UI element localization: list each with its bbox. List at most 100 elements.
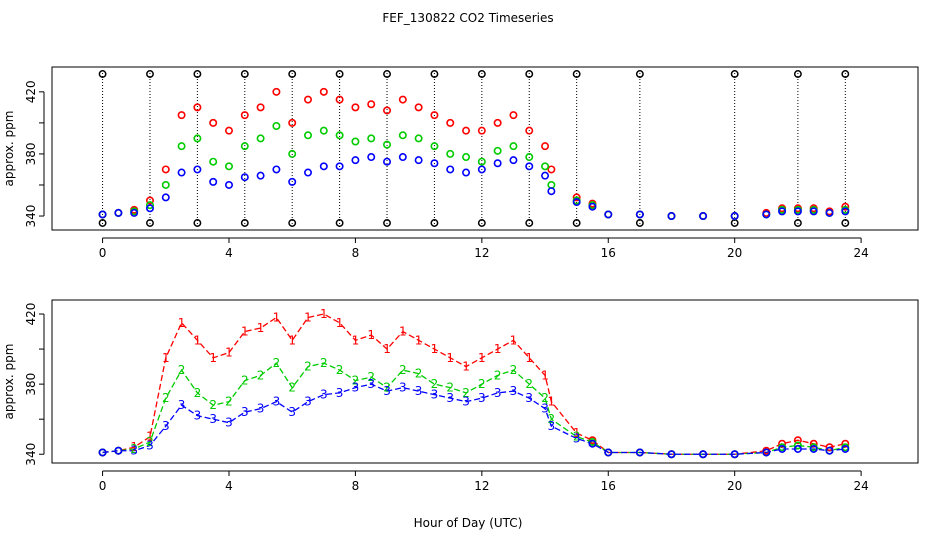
series3-point (98, 210, 107, 219)
x-tick-label: 24 (853, 479, 868, 493)
black-marker-top (383, 70, 391, 78)
series3-point (588, 439, 597, 448)
series1-point (240, 111, 249, 120)
series3-label: 3 (257, 402, 265, 416)
series3-label: 3 (194, 409, 202, 423)
series2-point (304, 131, 313, 140)
series1-label: 1 (209, 351, 217, 365)
series1-point (383, 106, 392, 115)
series2-point (161, 180, 170, 189)
series3-point (114, 208, 123, 217)
series1-label: 1 (478, 351, 486, 365)
series2-label: 2 (336, 363, 344, 377)
black-marker-bottom (146, 219, 154, 227)
series2-point (177, 142, 186, 151)
series3-point (762, 448, 771, 457)
black-marker-bottom (635, 219, 644, 227)
black-marker-bottom (477, 219, 486, 227)
series1-point (209, 118, 218, 127)
series2-point (240, 142, 249, 151)
series3-point (161, 193, 170, 202)
series3-point (793, 444, 802, 453)
series2-label: 2 (462, 386, 470, 400)
series1-label: 1 (415, 333, 423, 347)
series2-label: 2 (525, 377, 533, 391)
series3-label: 3 (548, 419, 556, 433)
series3-label: 3 (494, 386, 502, 400)
series3-point (351, 156, 360, 165)
series2-point (145, 201, 154, 210)
series1-point (446, 118, 455, 127)
series3-point (667, 212, 676, 221)
plot-frame (51, 299, 919, 464)
black-marker-top (525, 70, 534, 78)
black-marker-top (146, 70, 154, 78)
series3-point (224, 180, 233, 189)
series2-label: 2 (478, 377, 486, 391)
series3-label: 3 (478, 391, 486, 405)
series3-point (793, 207, 802, 216)
series3-point (209, 177, 218, 186)
series3-label: 3 (130, 444, 138, 458)
black-marker-bottom (793, 219, 802, 227)
series3-point (398, 153, 407, 162)
series2-point (509, 142, 518, 151)
series1-point (825, 443, 834, 452)
y-tick-label: 420 (24, 303, 38, 326)
series3-label: 3 (241, 405, 249, 419)
series1-point (351, 103, 360, 112)
series1-label: 1 (304, 311, 312, 325)
series1-label: 1 (225, 346, 233, 360)
series3-point (525, 162, 534, 171)
series3-point (825, 446, 834, 455)
series3-point (541, 171, 550, 180)
series3-point (604, 210, 613, 219)
series3-point (114, 446, 123, 455)
series2-label: 2 (288, 381, 296, 395)
x-tick-label: 0 (99, 479, 107, 493)
series1-label: 1 (525, 351, 533, 365)
black-marker-bottom (572, 219, 581, 227)
black-marker-top (430, 70, 439, 78)
series2-label: 2 (541, 391, 549, 405)
series1-point (841, 202, 850, 211)
series1-point (778, 439, 787, 448)
series1-label: 1 (336, 316, 344, 330)
series2-point (367, 134, 376, 143)
series1-point (414, 103, 423, 112)
series3-label: 3 (367, 377, 375, 391)
series3-point (98, 448, 107, 457)
series1-label: 1 (446, 351, 454, 365)
series1-label: 1 (510, 333, 518, 347)
series3-point (841, 444, 850, 453)
series3-point (367, 153, 376, 162)
x-tick-label: 4 (225, 479, 233, 493)
series1-point (430, 111, 439, 120)
black-marker-bottom (430, 219, 439, 227)
series3-point (699, 450, 708, 459)
series3-point (414, 156, 423, 165)
series3-point (667, 450, 676, 459)
series3-point (272, 165, 281, 174)
series2-point (224, 162, 233, 171)
series1-point (793, 436, 802, 445)
y-axis-label: approx. ppm (2, 111, 16, 187)
series3-point (635, 448, 644, 457)
series3-point (547, 187, 556, 196)
series2-label: 2 (194, 386, 202, 400)
series3-label: 3 (304, 395, 312, 409)
black-marker-bottom (383, 219, 391, 227)
series3-label: 3 (162, 419, 170, 433)
black-marker-bottom (288, 219, 297, 227)
x-tick-label: 24 (853, 246, 868, 260)
series3-point (699, 212, 708, 221)
y-tick-label: 340 (24, 443, 38, 466)
series3-point (809, 207, 818, 216)
series1-point (161, 165, 170, 174)
series2-label: 2 (241, 374, 249, 388)
series2-point (430, 142, 439, 151)
series3-point (778, 207, 787, 216)
series1-point (509, 111, 518, 120)
plot-frame (51, 66, 919, 231)
